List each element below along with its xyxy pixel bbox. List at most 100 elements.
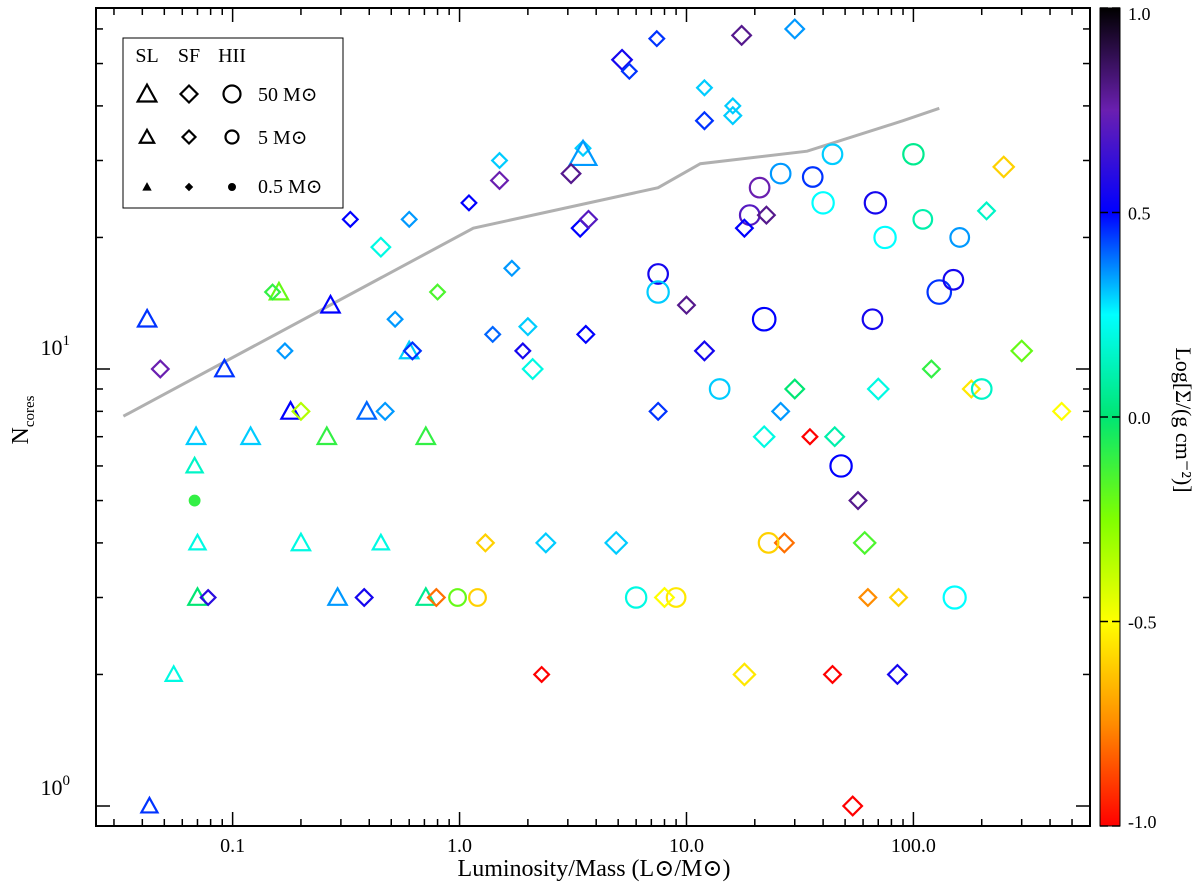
legend-symbols [135,82,242,192]
legend-row-05: 0.5 M⊙ [258,176,323,198]
y-tick-labels: 100 101 [41,333,71,800]
data-point-57 [848,490,868,511]
legend-triangle-symbol [137,127,157,144]
data-point-56 [942,585,967,610]
legend-col-hii: HII [218,45,246,67]
data-point-18 [723,97,742,115]
data-point-52 [970,378,993,400]
data-point-110 [370,236,392,259]
data-point-84 [888,587,909,608]
trend-line [122,106,940,418]
legend-circle-symbol [222,84,242,104]
data-point-37 [676,295,697,316]
data-point-69 [186,586,209,606]
legend-diamond-symbol [180,128,198,146]
data-point-97 [375,401,396,422]
data-point-67 [139,795,160,814]
legend-row-5: 5 M⊙ [258,127,308,149]
colorbar-label: Log[Σ/(g cm⁻²)] [1171,347,1196,492]
data-point-78 [468,588,487,607]
data-point-102 [708,378,731,400]
colorbar-tick-label-3: -0.5 [1128,613,1157,633]
data-point-80 [624,586,648,609]
colorbar-tick-label-2: 0.0 [1128,408,1151,428]
data-point-113 [517,316,538,337]
data-point-54 [866,377,890,401]
data-point-43 [873,225,897,250]
data-point-42 [861,308,884,331]
data-point-45 [912,208,934,230]
legend-box [122,37,344,209]
legend-circle-symbol [228,183,236,191]
data-point-4 [319,293,342,314]
data-point-29 [734,218,755,239]
data-point-92 [239,425,262,446]
data-point-9 [460,193,478,212]
x-tick-label-0: 0.1 [220,835,245,857]
data-point-68 [185,425,208,446]
data-point-94 [752,424,776,449]
data-point-48 [976,201,997,221]
trend-line-path [122,106,940,418]
legend: SL SF HII 50 M⊙ 5 M⊙ 0.5 M⊙ [122,37,344,209]
data-point-58 [852,530,877,556]
data-point-25 [578,209,599,230]
data-point-76 [426,587,447,608]
x-tick-label-1: 1.0 [447,835,472,857]
legend-col-sf: SF [178,45,200,67]
data-point-85 [289,531,312,552]
y-tick-label-10: 101 [41,333,71,360]
data-point-0 [136,307,159,328]
data-point-55 [829,454,853,478]
data-point-16 [783,18,806,40]
x-tick-label-2: 10.0 [669,835,704,857]
data-point-15 [730,24,753,47]
data-point-10 [574,139,592,158]
data-point-104 [276,342,294,360]
data-point-74 [326,586,349,606]
legend-triangle-symbol [135,82,159,103]
data-point-72 [188,494,201,507]
legend-row-50: 50 M⊙ [258,84,318,106]
data-point-53 [921,359,942,379]
legend-triangle-symbol [142,182,152,191]
data-point-95 [823,425,846,448]
legend-diamond-symbol [178,83,200,105]
data-point-71 [184,455,205,474]
data-point-1 [150,359,171,379]
data-point-107 [483,325,502,344]
data-point-63 [801,427,819,446]
data-point-64 [732,662,757,687]
data-point-100 [770,401,791,422]
y-tick-label-1: 100 [41,773,71,800]
colorbar-tick-label-1: 0.5 [1128,204,1151,224]
data-point-11 [567,138,599,167]
data-point-46 [902,143,925,166]
data-point-89 [603,530,629,556]
data-point-31 [863,191,888,215]
data-point-35 [647,263,670,285]
data-point-73 [187,532,208,551]
data-point-99 [648,401,669,422]
colorbar-tick-label-0: 1.0 [1128,4,1151,24]
data-point-40 [926,279,953,305]
data-point-86 [370,532,391,551]
data-point-28 [756,205,777,225]
colorbar-ticks: 1.0 0.5 0.0 -0.5 -1.0 [1100,4,1157,832]
data-point-34 [769,162,792,185]
data-point-93 [414,425,437,446]
data-point-70 [199,588,218,607]
data-point-108 [521,357,545,381]
data-point-96 [355,399,378,420]
y-axis-label: Ncores [8,395,38,444]
colorbar-tick-label-4: -1.0 [1128,812,1157,832]
data-point-17 [695,78,714,97]
data-point-2 [213,357,236,378]
x-tick-labels: 0.1 1.0 10.0 100.0 [220,835,936,857]
data-point-38 [751,306,777,332]
data-point-41 [942,268,965,291]
data-point-79 [354,587,375,608]
data-point-51 [961,379,982,399]
data-point-33 [821,143,844,166]
